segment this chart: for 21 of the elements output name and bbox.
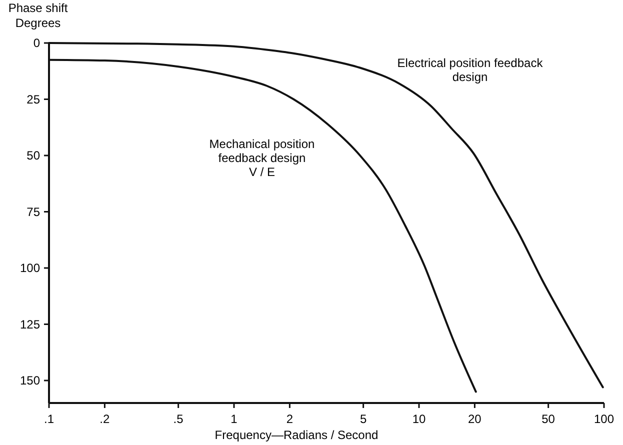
x-tick-label: .2 [100, 412, 110, 426]
x-tick-label: .5 [173, 412, 184, 426]
x-tick-label: 2 [286, 412, 294, 426]
y-tick-label: 100 [20, 261, 40, 276]
x-axis-title: Frequency—Radians / Second [214, 428, 378, 442]
x-tick-label: 50 [542, 412, 556, 426]
x-tick-label: 100 [594, 412, 614, 426]
x-tick-label: 1 [230, 412, 238, 426]
y-tick-label: 125 [20, 317, 40, 332]
x-tick-label: 10 [412, 412, 426, 426]
x-tick-label: 5 [360, 412, 367, 426]
y-axis-title: Phase shift Degrees [8, 1, 68, 30]
y-tick-label: 0 [33, 36, 40, 50]
x-tick-label: .1 [44, 412, 54, 426]
y-tick-label: 150 [20, 374, 40, 388]
y-tick-label: 75 [26, 204, 40, 219]
annotation: Electrical position feedback design [397, 56, 544, 84]
x-tick-label: 20 [468, 412, 482, 426]
annotation: Mechanical position feedback design V / E [209, 137, 315, 180]
y-tick-label: 25 [26, 92, 40, 106]
y-tick-label: 50 [26, 148, 40, 163]
